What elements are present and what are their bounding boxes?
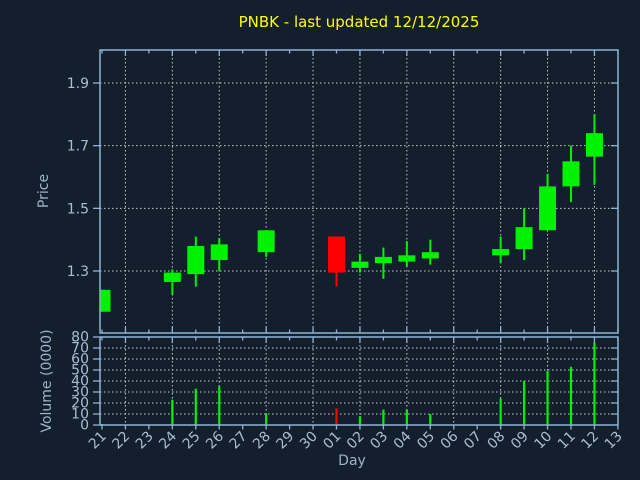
- day-tick-label: 22: [109, 429, 133, 453]
- day-tick-label: 27: [227, 429, 251, 453]
- day-tick-label: 06: [438, 428, 462, 452]
- day-tick-label: 30: [297, 429, 321, 453]
- volume-tick-label: 60: [71, 352, 89, 368]
- candle-body-21: [100, 289, 111, 312]
- candles-group: [100, 114, 603, 312]
- volume-tick-label: 30: [71, 385, 89, 401]
- candle-body-03: [374, 256, 392, 264]
- candle-body-09: [515, 227, 533, 250]
- day-tick-label: 12: [578, 429, 602, 453]
- day-tick-label: 09: [508, 429, 532, 453]
- day-tick-label: 29: [274, 429, 298, 453]
- day-tick-label: 13: [602, 429, 626, 453]
- candle-body-08: [492, 249, 510, 256]
- day-tick-label: 10: [531, 429, 555, 453]
- chart-title: PNBK - last updated 12/12/2025: [238, 13, 480, 31]
- day-tick-label: 02: [344, 429, 368, 453]
- price-tick-label: 1.3: [67, 264, 89, 280]
- day-tick-label: 23: [133, 429, 157, 453]
- day-tick-label: 11: [555, 429, 579, 453]
- candle-body-28: [257, 230, 275, 253]
- day-tick-label: 26: [203, 428, 227, 452]
- day-tick-label: 21: [86, 429, 110, 453]
- price-plot-border: [99, 49, 619, 334]
- candle-body-24: [163, 272, 181, 282]
- day-tick-label: 03: [367, 429, 391, 453]
- day-tick-label: 24: [156, 428, 180, 452]
- volume-tick-label: 0: [80, 418, 89, 434]
- day-axis-label: Day: [338, 453, 366, 469]
- price-tick-label: 1.5: [67, 201, 89, 217]
- day-tick-label: 01: [320, 429, 344, 453]
- volume-tick-label: 70: [71, 341, 89, 357]
- candle-body-04: [398, 255, 416, 262]
- volume-tick-label: 50: [71, 363, 89, 379]
- candle-body-12: [585, 133, 603, 157]
- candle-body-02: [351, 261, 369, 268]
- day-tick-label: 28: [250, 429, 274, 453]
- volume-tick-label: 10: [71, 407, 89, 423]
- candle-body-01: [328, 236, 345, 273]
- price-tick-label: 1.7: [67, 139, 89, 155]
- candle-body-05: [421, 252, 439, 259]
- candle-body-26: [210, 244, 228, 261]
- day-tick-label: 05: [414, 429, 438, 453]
- candle-body-10: [539, 186, 557, 231]
- volume-axis-label: Volume (0000): [39, 329, 55, 433]
- price-axis-label: Price: [36, 173, 52, 209]
- candle-body-25: [187, 245, 205, 275]
- volume-tick-label: 20: [71, 396, 89, 412]
- day-tick-label: 08: [485, 429, 509, 453]
- candle-body-11: [562, 161, 580, 187]
- price-tick-label: 1.9: [67, 76, 89, 92]
- day-tick-label: 25: [180, 429, 204, 453]
- volume-tick-label: 80: [71, 330, 89, 346]
- volume-tick-label: 40: [71, 374, 89, 390]
- day-tick-label: 07: [461, 429, 485, 453]
- day-tick-label: 04: [391, 428, 415, 452]
